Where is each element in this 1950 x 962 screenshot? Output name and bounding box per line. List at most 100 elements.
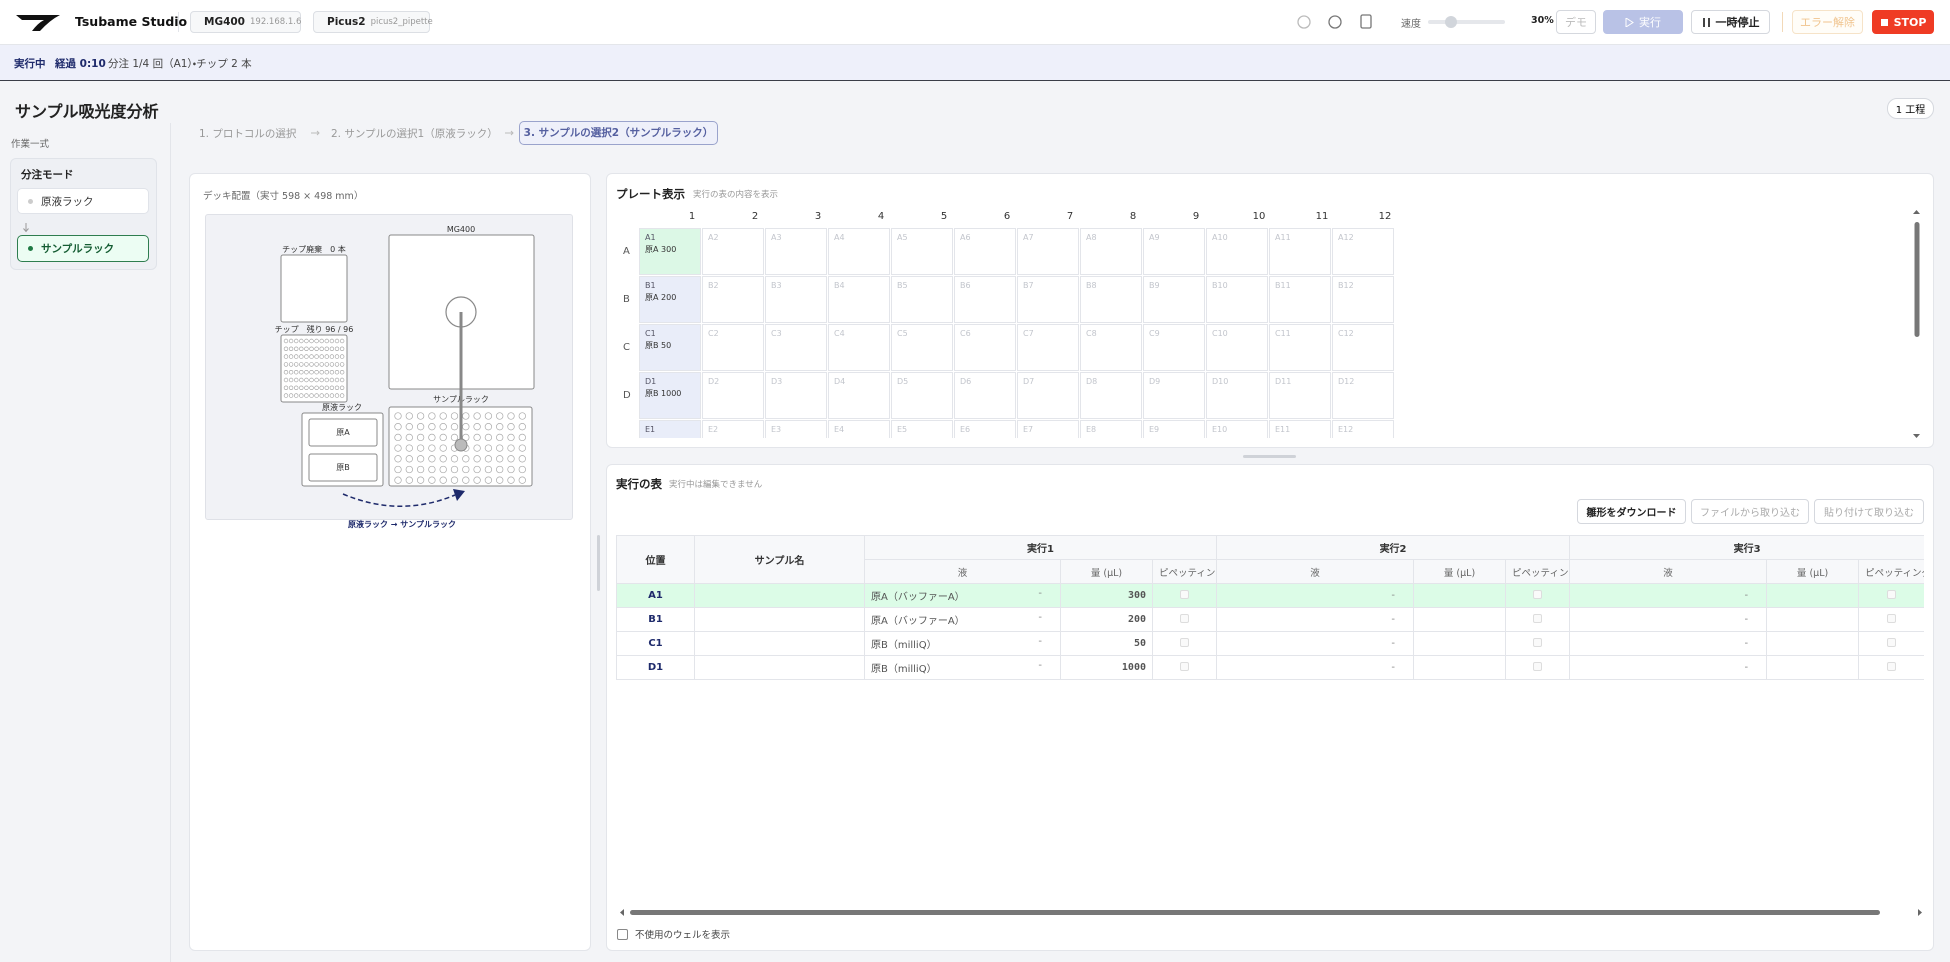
pipetting-header: ピペッティング [1151, 559, 1218, 584]
pipetting-cell [1151, 631, 1218, 656]
plate-well[interactable]: B6 [954, 276, 1016, 323]
plate-well[interactable]: C12 [1332, 324, 1394, 371]
plate-well[interactable]: C4 [828, 324, 890, 371]
table-row[interactable]: C1 原B（milliQ） - 50 - - [616, 631, 1924, 656]
plate-well[interactable]: A1 原A 300 [639, 228, 701, 275]
plate-well[interactable]: A8 [1080, 228, 1142, 275]
sample-well [462, 476, 470, 484]
plate-well[interactable]: D4 [828, 372, 890, 419]
plate-well[interactable]: D7 [1017, 372, 1079, 419]
table-row[interactable]: A1 原A（バッファーA） - 300 - - [616, 583, 1924, 608]
table-row[interactable]: B1 原A（バッファーA） - 200 - - [616, 607, 1924, 632]
plate-well[interactable]: C6 [954, 324, 1016, 371]
plate-well[interactable]: C2 [702, 324, 764, 371]
plate-well[interactable]: D9 [1143, 372, 1205, 419]
plate-well[interactable]: B5 [891, 276, 953, 323]
plate-well[interactable]: E9 [1143, 420, 1205, 438]
tip [324, 362, 330, 367]
plate-well[interactable]: B8 [1080, 276, 1142, 323]
pipetting-checkbox [1180, 661, 1190, 671]
sample-well [496, 423, 504, 431]
plate-well[interactable]: A12 [1332, 228, 1394, 275]
plate-well[interactable]: C8 [1080, 324, 1142, 371]
plate-well[interactable]: E11 [1269, 420, 1331, 438]
breadcrumb-step[interactable]: 1. プロトコルの選択 [199, 128, 297, 140]
table-button[interactable]: ファイルから取り込む [1691, 499, 1809, 524]
position-cell: A1 [616, 583, 695, 608]
plate-well[interactable]: A9 [1143, 228, 1205, 275]
breadcrumb-step[interactable]: 3. サンプルの選択2（サンプルラック） [519, 121, 718, 145]
plate-well[interactable]: B3 [765, 276, 827, 323]
plate-well[interactable]: D1 原B 1000 [639, 372, 701, 419]
plate-well[interactable]: E8 [1080, 420, 1142, 438]
plate-well[interactable]: E5 [891, 420, 953, 438]
button-label: 貼り付けて取り込む [1824, 508, 1914, 519]
plate-well[interactable]: B4 [828, 276, 890, 323]
plate-well[interactable]: A2 [702, 228, 764, 275]
plate-well[interactable]: E3 [765, 420, 827, 438]
sample-well [484, 412, 493, 420]
plate-well[interactable]: D10 [1206, 372, 1268, 419]
plate-well[interactable]: D8 [1080, 372, 1142, 419]
sample-well [405, 476, 413, 484]
plate-well[interactable]: E1 [639, 420, 701, 438]
run-button[interactable]: 実行 [1603, 10, 1683, 34]
tip [293, 377, 299, 383]
plate-well[interactable]: A6 [954, 228, 1016, 275]
plate-well[interactable]: B7 [1017, 276, 1079, 323]
plate-well[interactable]: C5 [891, 324, 953, 371]
plate-well[interactable]: C3 [765, 324, 827, 371]
mode-item[interactable]: サンプルラック [17, 235, 149, 262]
resize-handle[interactable] [1243, 455, 1296, 458]
stop-button[interactable]: STOP [1872, 10, 1934, 34]
plate-well[interactable]: A10 [1206, 228, 1268, 275]
plate-subtitle: 実行の表の内容を表示 [693, 190, 779, 200]
plate-well[interactable]: A11 [1269, 228, 1331, 275]
plate-well[interactable]: C11 [1269, 324, 1331, 371]
sample-well [439, 433, 447, 442]
plate-well[interactable]: C9 [1143, 324, 1205, 371]
plate-well[interactable]: E4 [828, 420, 890, 438]
sample-well [428, 444, 436, 452]
plate-well[interactable]: D2 [702, 372, 764, 419]
plate-well[interactable]: B9 [1143, 276, 1205, 323]
sample-well [450, 455, 459, 463]
pause-button[interactable]: 一時停止 [1691, 10, 1770, 34]
plate-well[interactable]: C1 原B 50 [639, 324, 701, 371]
table-button[interactable]: 貼り付けて取り込む [1814, 499, 1924, 524]
plate-well[interactable]: D5 [891, 372, 953, 419]
plate-well[interactable]: E6 [954, 420, 1016, 438]
pipetting-cell [1858, 631, 1924, 656]
plate-well[interactable]: D11 [1269, 372, 1331, 419]
plate-well[interactable]: B11 [1269, 276, 1331, 323]
plate-well[interactable]: E2 [702, 420, 764, 438]
error-reset-button[interactable]: エラー解除 [1792, 10, 1863, 34]
plate-well[interactable]: B12 [1332, 276, 1394, 323]
table-button[interactable]: 雛形をダウンロード [1577, 499, 1686, 524]
plate-well[interactable]: C7 [1017, 324, 1079, 371]
plate-well[interactable]: B10 [1206, 276, 1268, 323]
plate-well[interactable]: C10 [1206, 324, 1268, 371]
plate-well[interactable]: E12 [1332, 420, 1394, 438]
plate-well[interactable]: D12 [1332, 372, 1394, 419]
plate-well[interactable]: A3 [765, 228, 827, 275]
plate-column-label: 9 [1192, 211, 1200, 222]
table-row[interactable]: D1 原B（milliQ） - 1000 - - [616, 655, 1924, 680]
plate-well[interactable]: B2 [702, 276, 764, 323]
plate-well[interactable]: A5 [891, 228, 953, 275]
plate-well[interactable]: B1 原A 200 [639, 276, 701, 323]
plate-well[interactable]: E10 [1206, 420, 1268, 438]
show-unused-toggle[interactable]: 不使用のウェルを表示 [617, 927, 730, 941]
plate-well[interactable]: A4 [828, 228, 890, 275]
demo-button[interactable]: デモ [1556, 10, 1596, 34]
header-row: 位置 サンプル名 実行1 実行2 実行3 [616, 535, 1924, 584]
breadcrumb-step[interactable]: 2. サンプルの選択1（原液ラック） [331, 128, 498, 140]
well-id: C7 [1023, 329, 1034, 338]
plate-well[interactable]: D6 [954, 372, 1016, 419]
steps-button[interactable]: 1 工程 [1887, 98, 1934, 119]
plate-well[interactable]: D3 [765, 372, 827, 419]
sample-well [473, 423, 481, 431]
plate-well[interactable]: A7 [1017, 228, 1079, 275]
plate-well[interactable]: E7 [1017, 420, 1079, 438]
mode-item[interactable]: 原液ラック [17, 188, 149, 214]
